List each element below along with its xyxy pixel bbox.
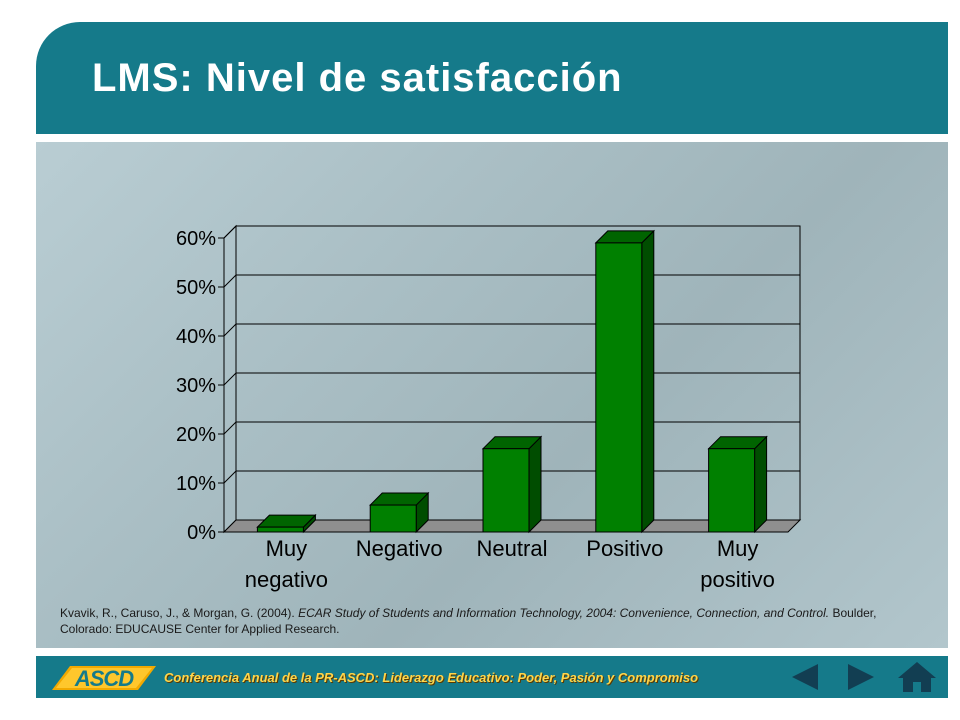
next-slide-button[interactable] xyxy=(834,660,888,694)
x-tick-label: negativo xyxy=(245,567,328,592)
citation-publisher: Boulder, Colorado: EDUCAUSE Center for A… xyxy=(60,606,877,636)
arrow-left-icon xyxy=(792,664,818,690)
y-tick-label: 40% xyxy=(176,326,216,348)
ascd-logo: ASCD xyxy=(52,666,156,691)
bar-chart: 0% 10% 20% 30% 40% 50% 60% Muy negativo Negativo N… xyxy=(176,224,802,592)
bar-side xyxy=(754,435,768,534)
bar xyxy=(595,242,643,533)
logo-text: ASCD xyxy=(74,666,134,691)
bar xyxy=(256,526,304,533)
home-icon xyxy=(898,662,936,692)
nav-controls xyxy=(774,656,948,698)
citation-authors: Kvavik, R., Caruso, J., & Morgan, G. (20… xyxy=(60,606,295,620)
y-tick-label: 10% xyxy=(176,473,216,495)
citation: Kvavik, R., Caruso, J., & Morgan, G. (20… xyxy=(60,605,890,637)
x-tick-label: Muy xyxy=(717,536,759,561)
y-tick-label: 0% xyxy=(187,522,216,544)
bar-side xyxy=(528,435,542,534)
x-tick-label: positivo xyxy=(700,567,775,592)
bar xyxy=(482,448,530,533)
citation-title: ECAR Study of Students and Information T… xyxy=(298,606,830,620)
prev-slide-button[interactable] xyxy=(778,660,832,694)
bar xyxy=(708,448,756,533)
gridline-side xyxy=(223,421,237,435)
gridline-side xyxy=(223,274,237,288)
gridline-side xyxy=(223,323,237,337)
header-bar: LMS: Nivel de satisfacción xyxy=(36,22,948,134)
bar-side xyxy=(641,229,655,534)
gridline-side xyxy=(223,372,237,386)
x-tick-label: Neutral xyxy=(477,536,548,561)
gridline-side xyxy=(223,225,237,239)
home-button[interactable] xyxy=(890,660,944,694)
y-tick-label: 50% xyxy=(176,277,216,299)
arrow-right-icon xyxy=(848,664,874,690)
x-tick-label: Positivo xyxy=(586,536,663,561)
conference-name: Conferencia Anual de la PR-ASCD: Lideraz… xyxy=(164,670,699,685)
y-tick-label: 30% xyxy=(176,375,216,397)
x-tick-label: Negativo xyxy=(356,536,443,561)
page-title: LMS: Nivel de satisfacción xyxy=(92,56,623,100)
y-tick-label: 60% xyxy=(176,228,216,250)
bar xyxy=(369,504,417,533)
gridline-side xyxy=(223,470,237,484)
footer-bar: ASCD Conferencia Anual de la PR-ASCD: Li… xyxy=(36,656,948,698)
y-tick-label: 20% xyxy=(176,424,216,446)
x-tick-label: Muy xyxy=(266,536,308,561)
content-area: 0% 10% 20% 30% 40% 50% 60% Muy negativo Negativo N… xyxy=(36,142,948,648)
